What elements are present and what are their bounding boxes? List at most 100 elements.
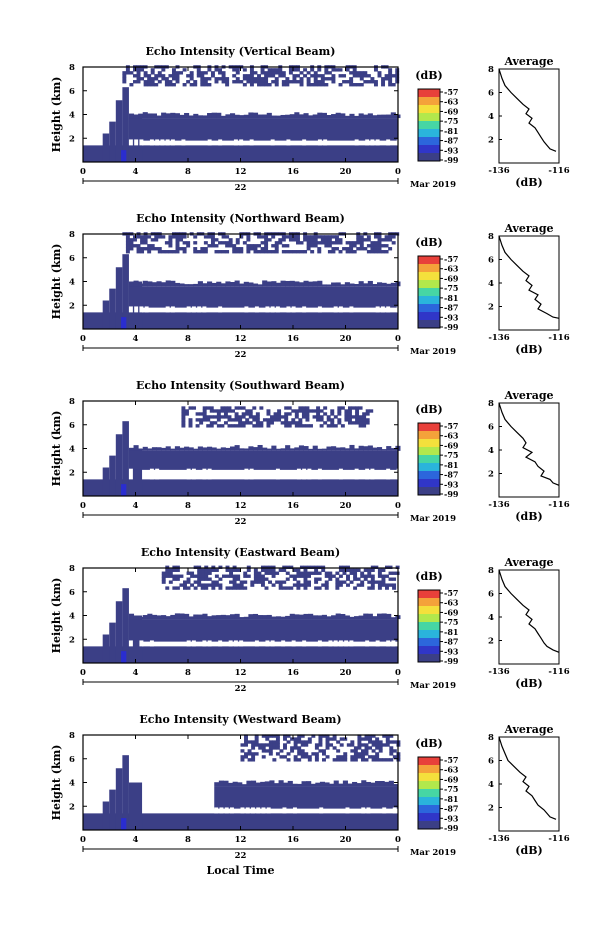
layer-edge-cell <box>358 281 364 287</box>
lower-echo-layer <box>128 613 401 647</box>
echo-cell <box>356 577 361 581</box>
gap-cell <box>338 306 343 313</box>
echo-cell <box>330 418 335 422</box>
echo-cell <box>307 740 312 744</box>
echo-cell <box>125 68 130 72</box>
echo-cell <box>122 80 127 84</box>
echo-cell <box>181 421 186 425</box>
echo-cell <box>296 238 300 242</box>
echo-cell <box>296 586 301 590</box>
echo-cell <box>289 586 294 590</box>
echo-cell <box>307 580 311 584</box>
colorbar: (dB)-57-63-69-75-81-87-93-99 <box>415 737 459 833</box>
echo-cell <box>238 415 243 419</box>
echo-cell <box>206 424 211 428</box>
echo-cell <box>373 80 378 84</box>
colorbar-label: -63 <box>444 264 459 274</box>
echo-cell <box>310 74 315 78</box>
echo-cell <box>147 77 152 81</box>
strong-echo-core <box>121 484 127 496</box>
echo-cell <box>275 734 280 738</box>
echo-cell <box>214 77 219 81</box>
echo-cell <box>284 418 289 422</box>
echo-cell <box>355 406 360 410</box>
x-tick-label: 0 <box>80 501 86 511</box>
echo-cell <box>246 247 251 251</box>
echo-cell <box>365 418 370 422</box>
layer-edge-cell <box>239 115 245 119</box>
echo-cell <box>181 424 186 428</box>
gap-cell <box>392 807 397 814</box>
lower-echo-layer <box>214 780 402 814</box>
echo-cell <box>246 74 251 78</box>
echo-cell <box>392 749 397 753</box>
echo-cell <box>356 238 361 242</box>
echo-cell <box>257 580 262 584</box>
plume-column <box>115 100 123 162</box>
echo-cell <box>195 424 200 428</box>
echo-cell <box>165 574 170 578</box>
echo-cell <box>225 241 230 245</box>
echo-cell <box>359 241 364 245</box>
echo-cell <box>377 574 382 578</box>
echo-cell <box>388 71 393 75</box>
layer-edge-cell <box>326 115 332 119</box>
gap-cell <box>365 640 370 647</box>
echo-cell <box>281 83 286 87</box>
echo-cell <box>362 415 367 419</box>
echo-cell <box>157 80 162 84</box>
panel-3: Echo Intensity (Eastward Beam)8642Height… <box>50 546 570 694</box>
echo-cell <box>244 743 248 747</box>
echo-cell <box>366 238 371 242</box>
echo-cell <box>129 238 134 242</box>
echo-cell <box>353 586 358 590</box>
echo-cell <box>294 424 299 428</box>
echo-cell <box>268 746 273 750</box>
gap-cell <box>218 640 223 647</box>
y-axis-label: Height (km) <box>50 578 63 654</box>
echo-cell <box>267 74 272 78</box>
echo-cell <box>316 415 321 419</box>
echo-cell <box>384 77 389 81</box>
layer-edge-cell <box>340 284 346 287</box>
layer-edge-cell <box>321 448 327 451</box>
echo-cell <box>293 737 298 741</box>
echo-cell <box>362 421 367 425</box>
echo-cell <box>220 406 225 410</box>
echo-cell <box>330 412 335 416</box>
echo-cell <box>285 571 290 575</box>
echo-cell <box>320 74 325 78</box>
echo-cell <box>290 737 295 741</box>
lower-echo-layer <box>128 280 401 313</box>
colorbar-label: -57 <box>444 87 458 97</box>
gap-cell <box>240 807 245 814</box>
echo-cell <box>294 415 299 419</box>
echo-cell <box>227 406 232 410</box>
colorbar-label: -75 <box>444 283 458 293</box>
echo-cell <box>322 758 326 762</box>
layer-edge-cell <box>354 616 360 620</box>
gap-cell <box>370 468 375 480</box>
echo-cell <box>292 583 297 587</box>
echo-cell <box>338 565 343 569</box>
echo-cell <box>235 80 240 84</box>
x-tick-label: 8 <box>185 668 191 678</box>
echo-cell <box>275 571 280 575</box>
layer-edge-cell <box>361 780 367 787</box>
echo-cell <box>307 737 312 741</box>
echo-cell <box>336 740 341 744</box>
echo-cell <box>331 235 336 239</box>
layer-edge-cell <box>344 615 350 620</box>
layer-edge-cell <box>142 446 148 451</box>
echo-cell <box>392 583 397 587</box>
echo-cell <box>197 571 202 575</box>
echo-cell <box>183 580 187 584</box>
echo-cell <box>172 568 177 572</box>
echo-cell <box>129 71 134 75</box>
echo-cell <box>298 424 303 428</box>
layer-edge-cell <box>372 447 378 451</box>
echo-cell <box>260 71 265 75</box>
layer-edge-cell <box>228 782 234 787</box>
echo-cell <box>246 244 251 248</box>
echo-cell <box>172 586 177 590</box>
